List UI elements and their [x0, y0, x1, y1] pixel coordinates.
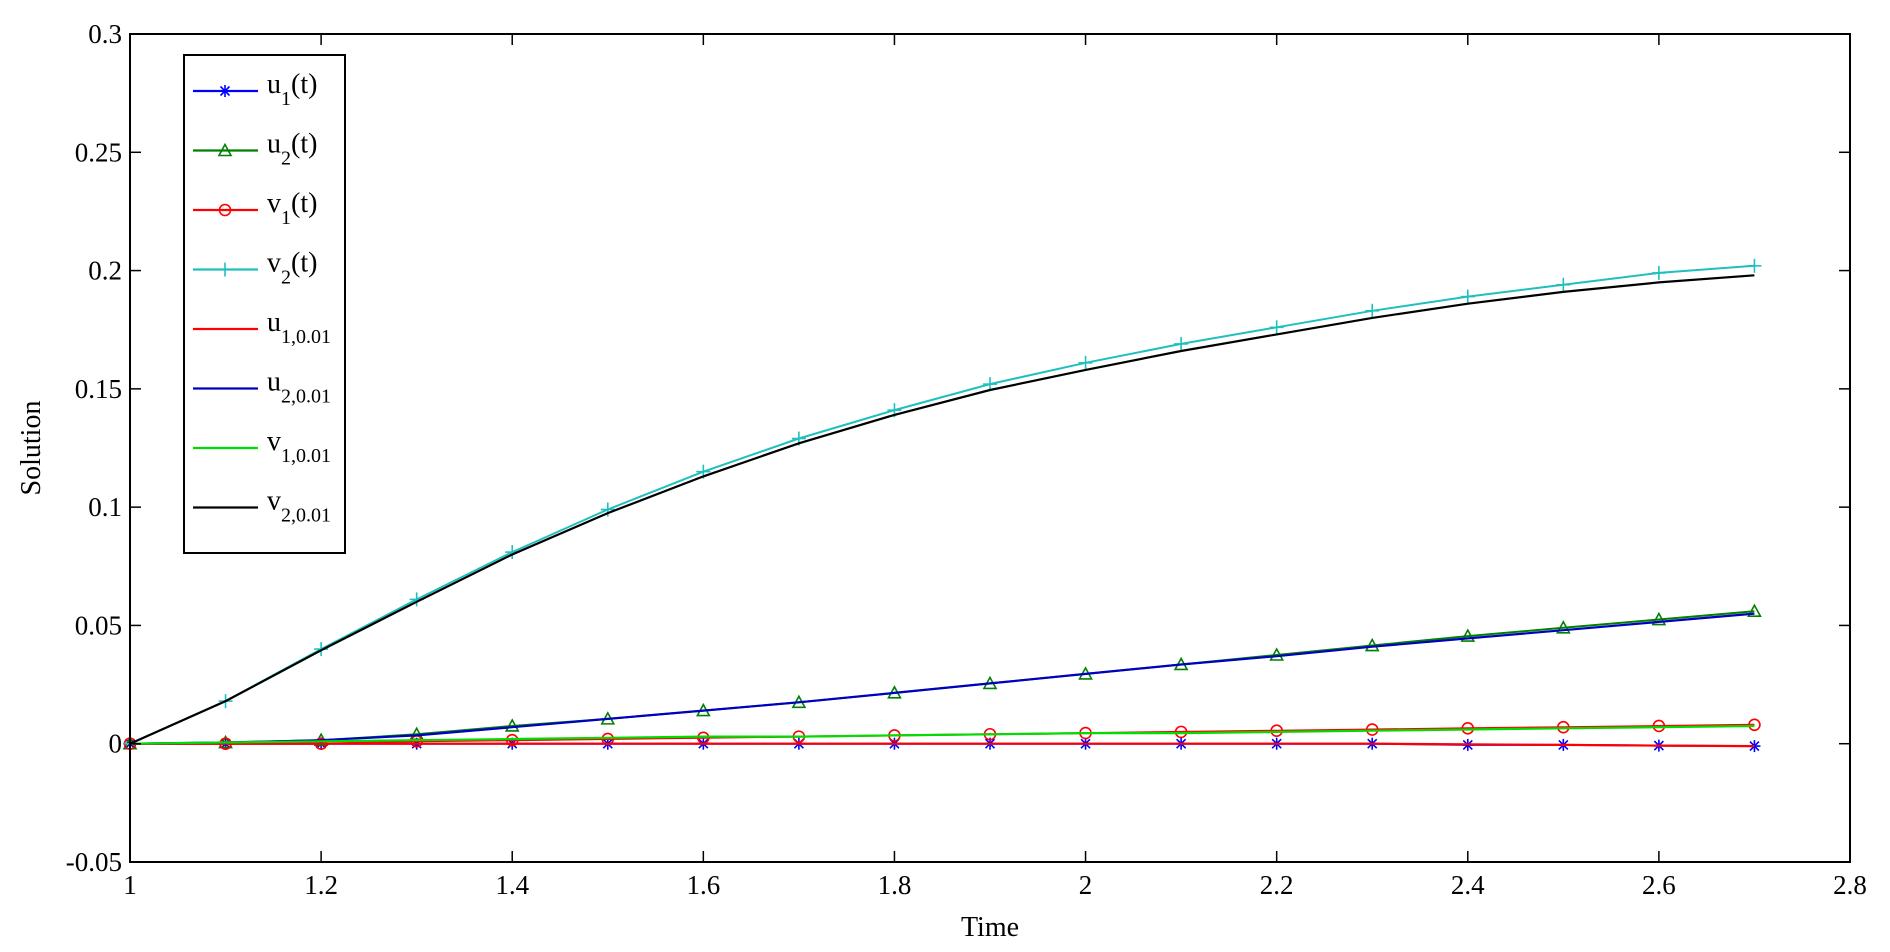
legend-label: v2,0.01	[267, 486, 331, 527]
legend-item: v1,0.01	[193, 426, 331, 467]
plus-marker	[1747, 258, 1762, 273]
x-tick-label: 2.2	[1260, 870, 1294, 900]
plus-marker	[1365, 303, 1380, 318]
series-line	[129, 274, 1755, 745]
y-tick-label: -0.05	[66, 847, 122, 877]
legend-item: u2,0.01	[193, 367, 331, 408]
legend-label: u2(t)	[267, 129, 317, 170]
triangle-marker	[1460, 628, 1476, 642]
series-line	[129, 612, 1755, 745]
legend-label: u1(t)	[267, 69, 317, 110]
series-v-2-0-01	[129, 274, 1755, 745]
circle-marker	[1652, 719, 1666, 733]
series-line	[129, 264, 1755, 745]
series-u-2-0-01	[129, 612, 1755, 745]
legend-label: v1(t)	[267, 188, 317, 229]
x-tick-label: 1.2	[304, 870, 338, 900]
legend-item: u2(t)	[193, 129, 317, 170]
triangle-marker	[217, 142, 233, 157]
triangle-marker	[1269, 647, 1285, 661]
x-tick-label: 2	[1079, 870, 1093, 900]
legend-item: v2,0.01	[193, 486, 331, 527]
plus-marker	[1460, 289, 1475, 304]
series-line	[130, 742, 1755, 748]
y-axis-label: Solution	[16, 401, 47, 496]
plus-marker	[1078, 355, 1093, 370]
x-tick-label: 1	[123, 870, 137, 900]
axis-ticks: 1 1.2 1.4 1.6 1.8 2 2.2 2.4 2.6 2.8 -0.05 0 0.05 0.1 0…	[66, 19, 1867, 900]
y-tick-label: 0.3	[88, 19, 122, 49]
legend-item: u1(t)	[193, 69, 317, 110]
plus-marker	[1556, 277, 1571, 292]
series-line	[129, 724, 1755, 745]
x-tick-label: 1.4	[495, 870, 529, 900]
x-tick-label: 2.8	[1833, 870, 1867, 900]
legend-label: u2,0.01	[267, 367, 331, 408]
triangle-marker	[1364, 637, 1380, 652]
circle-marker	[1748, 718, 1761, 732]
series-v-2	[123, 258, 1762, 751]
y-tick-label: 0.25	[75, 137, 122, 167]
y-tick-label: 0.1	[88, 492, 122, 522]
triangle-marker	[1651, 611, 1667, 626]
triangle-marker	[1555, 620, 1571, 634]
circle-marker	[1174, 725, 1188, 739]
series-layer	[122, 258, 1762, 753]
legend-label: u1,0.01	[267, 307, 331, 348]
plus-marker	[218, 262, 232, 277]
plus-marker	[1174, 336, 1189, 351]
y-tick-label: 0.2	[88, 256, 122, 286]
plot-area-frame	[129, 33, 1851, 863]
y-tick-label: 0.05	[75, 610, 122, 640]
legend-item: v2(t)	[193, 248, 317, 289]
circle-marker	[1365, 723, 1379, 736]
triangle-marker	[1747, 603, 1762, 618]
triangle-marker	[504, 718, 520, 732]
legend-item: u1,0.01	[193, 307, 331, 348]
circle-marker	[1270, 724, 1283, 738]
x-tick-label: 2.4	[1451, 870, 1485, 900]
legend-label: v1,0.01	[267, 426, 331, 467]
x-axis-label: Time	[961, 912, 1019, 943]
y-tick-label: 0	[109, 729, 123, 759]
x-tick-label: 1.6	[686, 870, 720, 900]
plus-marker	[1651, 265, 1666, 280]
circle-marker	[218, 203, 232, 217]
star-marker	[219, 85, 231, 97]
plus-marker	[983, 377, 997, 392]
y-tick-label: 0.15	[75, 374, 122, 404]
series-v-1-0-01	[129, 724, 1755, 745]
x-tick-label: 1.8	[878, 870, 912, 900]
x-tick-label: 2.6	[1642, 870, 1676, 900]
legend-item: v1(t)	[193, 188, 317, 229]
plus-marker	[1269, 320, 1284, 335]
series-u-1-0-01	[130, 742, 1755, 748]
legend-box	[183, 54, 346, 554]
legend: u1(t) u2(t) v1(t) v2(t) u1,0.01 u2,0.01 v1,0.0…	[183, 54, 346, 554]
legend-label: v2(t)	[267, 248, 317, 289]
